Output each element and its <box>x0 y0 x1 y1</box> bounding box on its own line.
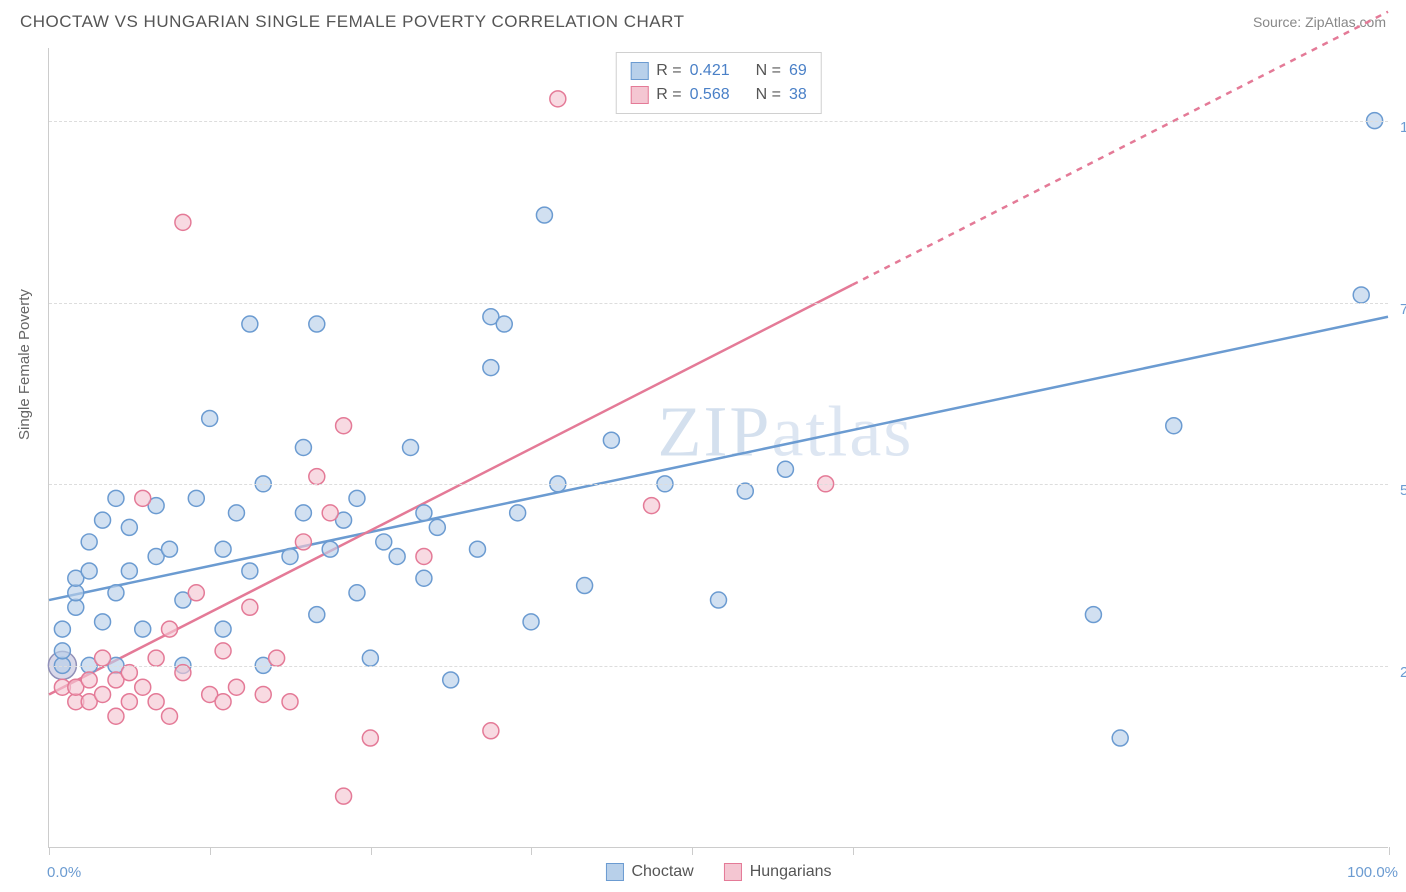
swatch-icon <box>724 863 742 881</box>
legend-item: Choctaw <box>605 863 693 881</box>
x-tick <box>531 847 532 855</box>
swatch-icon <box>630 62 648 80</box>
x-tick <box>692 847 693 855</box>
gridline <box>49 303 1388 304</box>
series-legend: Choctaw Hungarians <box>605 863 831 881</box>
gridline <box>49 484 1388 485</box>
x-tick <box>210 847 211 855</box>
n-value: 69 <box>789 59 807 83</box>
x-tick <box>853 847 854 855</box>
y-tick-label: 75.0% <box>1400 301 1406 318</box>
r-label: R = <box>656 83 681 107</box>
legend-row: R = 0.568 N = 38 <box>630 83 807 107</box>
y-tick-label: 100.0% <box>1400 119 1406 136</box>
legend-label: Hungarians <box>750 863 832 881</box>
n-label: N = <box>756 59 781 83</box>
chart-title: CHOCTAW VS HUNGARIAN SINGLE FEMALE POVER… <box>20 12 684 32</box>
r-value: 0.568 <box>690 83 730 107</box>
x-tick <box>371 847 372 855</box>
r-label: R = <box>656 59 681 83</box>
x-axis-max-label: 100.0% <box>1347 864 1398 881</box>
legend-row: R = 0.421 N = 69 <box>630 59 807 83</box>
n-label: N = <box>756 83 781 107</box>
gridline <box>49 121 1388 122</box>
chart-plot-area: ZIPatlas R = 0.421 N = 69 R = 0.568 N = … <box>48 48 1388 848</box>
y-axis-label: Single Female Poverty <box>16 289 33 440</box>
header: CHOCTAW VS HUNGARIAN SINGLE FEMALE POVER… <box>0 0 1406 36</box>
y-tick-label: 50.0% <box>1400 482 1406 499</box>
correlation-legend: R = 0.421 N = 69 R = 0.568 N = 38 <box>615 52 822 114</box>
r-value: 0.421 <box>690 59 730 83</box>
x-axis-min-label: 0.0% <box>47 864 81 881</box>
x-tick <box>1389 847 1390 855</box>
scatter-plot-svg <box>49 48 1388 847</box>
n-value: 38 <box>789 83 807 107</box>
swatch-icon <box>630 86 648 104</box>
gridline <box>49 666 1388 667</box>
legend-label: Choctaw <box>631 863 693 881</box>
legend-item: Hungarians <box>724 863 832 881</box>
x-tick <box>49 847 50 855</box>
y-tick-label: 25.0% <box>1400 664 1406 681</box>
swatch-icon <box>605 863 623 881</box>
